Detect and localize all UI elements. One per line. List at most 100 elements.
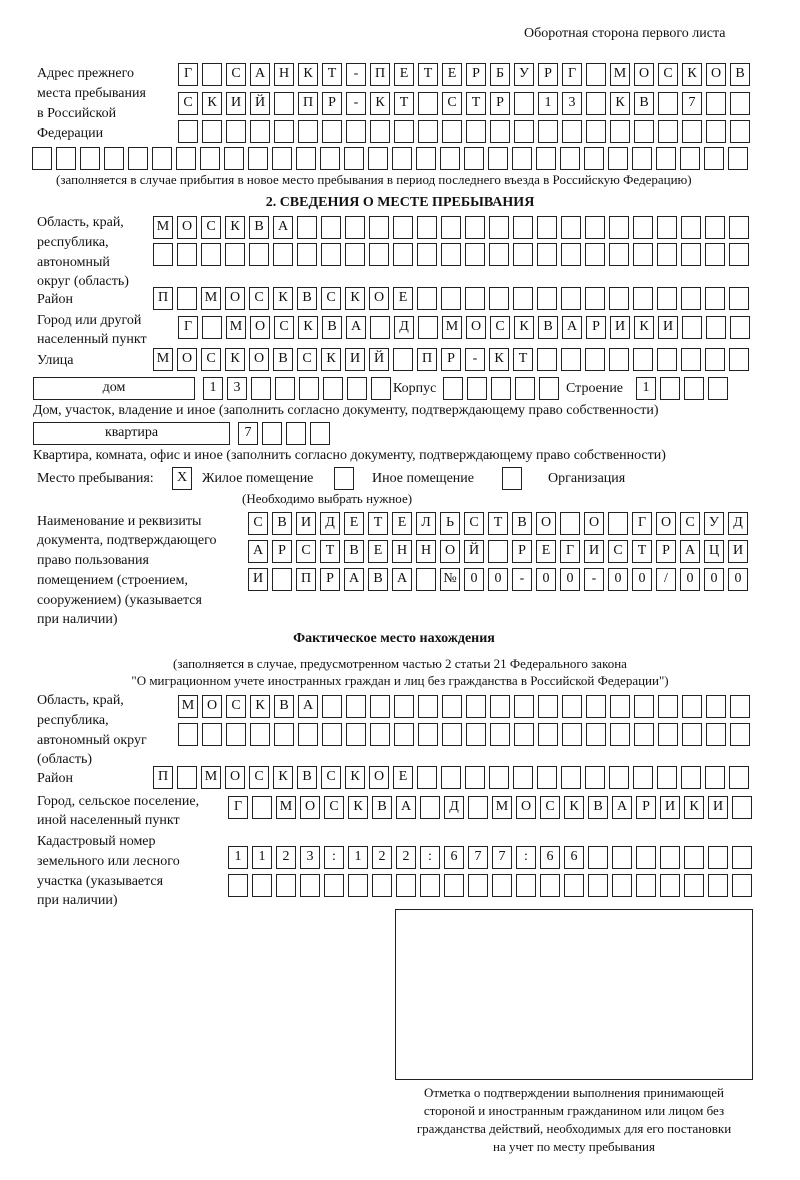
char-cell[interactable]: М <box>178 695 198 718</box>
char-cell[interactable]: И <box>296 512 316 535</box>
char-cell[interactable] <box>538 695 558 718</box>
char-cell[interactable]: Р <box>538 63 558 86</box>
char-cell[interactable] <box>537 216 557 239</box>
char-cell[interactable]: М <box>442 316 462 339</box>
char-cell[interactable] <box>177 766 197 789</box>
char-cell[interactable]: С <box>464 512 484 535</box>
char-cell[interactable] <box>441 287 461 310</box>
char-cell[interactable]: И <box>345 348 365 371</box>
char-cell[interactable] <box>369 216 389 239</box>
char-cell[interactable] <box>442 120 462 143</box>
char-cell[interactable]: О <box>225 287 245 310</box>
char-cell[interactable] <box>178 120 198 143</box>
char-cell[interactable] <box>514 723 534 746</box>
char-cell[interactable] <box>658 723 678 746</box>
char-cell[interactable]: Т <box>322 63 342 86</box>
char-cell[interactable] <box>490 723 510 746</box>
char-cell[interactable] <box>372 874 392 897</box>
char-cell[interactable]: В <box>588 796 608 819</box>
char-cell[interactable] <box>417 766 437 789</box>
char-cell[interactable] <box>608 512 628 535</box>
char-cell[interactable]: Р <box>272 540 292 563</box>
char-cell[interactable]: В <box>322 316 342 339</box>
char-cell[interactable] <box>226 723 246 746</box>
char-cell[interactable] <box>177 287 197 310</box>
char-cell[interactable] <box>513 766 533 789</box>
char-cell[interactable] <box>634 695 654 718</box>
char-cell[interactable]: Р <box>586 316 606 339</box>
char-cell[interactable]: К <box>634 316 654 339</box>
doc-row-3[interactable]: И П Р А В А № 0 0-0 0-0 0/0 0 0 <box>248 568 748 591</box>
char-cell[interactable] <box>262 422 282 445</box>
char-cell[interactable]: Е <box>392 512 412 535</box>
char-cell[interactable]: М <box>201 766 221 789</box>
char-cell[interactable]: К <box>250 695 270 718</box>
kad-row-2[interactable] <box>228 874 752 897</box>
char-cell[interactable] <box>708 874 728 897</box>
char-cell[interactable]: - <box>465 348 485 371</box>
char-cell[interactable]: П <box>153 287 173 310</box>
char-cell[interactable] <box>418 120 438 143</box>
char-cell[interactable] <box>348 874 368 897</box>
char-cell[interactable]: П <box>370 63 390 86</box>
char-cell[interactable] <box>468 874 488 897</box>
char-cell[interactable] <box>418 92 438 115</box>
char-cell[interactable] <box>322 120 342 143</box>
char-cell[interactable]: К <box>298 63 318 86</box>
char-cell[interactable] <box>634 120 654 143</box>
char-cell[interactable]: Б <box>490 63 510 86</box>
char-cell[interactable] <box>467 377 487 400</box>
fact-oblast-row-2[interactable] <box>178 723 750 746</box>
char-cell[interactable] <box>658 695 678 718</box>
char-cell[interactable]: Т <box>632 540 652 563</box>
char-cell[interactable] <box>561 766 581 789</box>
char-cell[interactable] <box>370 723 390 746</box>
char-cell[interactable] <box>588 874 608 897</box>
char-cell[interactable]: С <box>274 316 294 339</box>
char-cell[interactable] <box>440 147 460 170</box>
char-cell[interactable] <box>310 422 330 445</box>
char-cell[interactable]: В <box>344 540 364 563</box>
char-cell[interactable]: Д <box>728 512 748 535</box>
char-cell[interactable] <box>585 766 605 789</box>
char-cell[interactable] <box>513 287 533 310</box>
char-cell[interactable]: 0 <box>536 568 556 591</box>
char-cell[interactable] <box>298 120 318 143</box>
char-cell[interactable]: С <box>248 512 268 535</box>
char-cell[interactable]: 7 <box>468 846 488 869</box>
char-cell[interactable] <box>416 568 436 591</box>
char-cell[interactable]: К <box>298 316 318 339</box>
char-cell[interactable] <box>681 243 701 266</box>
char-cell[interactable] <box>609 216 629 239</box>
char-cell[interactable] <box>705 216 725 239</box>
char-cell[interactable]: В <box>730 63 750 86</box>
char-cell[interactable]: 6 <box>540 846 560 869</box>
char-cell[interactable]: 0 <box>608 568 628 591</box>
char-cell[interactable]: - <box>346 92 366 115</box>
char-cell[interactable] <box>586 120 606 143</box>
char-cell[interactable]: Е <box>393 766 413 789</box>
char-cell[interactable]: К <box>684 796 704 819</box>
char-cell[interactable] <box>489 216 509 239</box>
char-cell[interactable] <box>417 243 437 266</box>
char-cell[interactable] <box>489 287 509 310</box>
char-cell[interactable]: С <box>442 92 462 115</box>
char-cell[interactable] <box>633 287 653 310</box>
char-cell[interactable]: Р <box>490 92 510 115</box>
char-cell[interactable] <box>730 316 750 339</box>
char-cell[interactable] <box>658 120 678 143</box>
char-cell[interactable] <box>468 796 488 819</box>
char-cell[interactable] <box>346 695 366 718</box>
char-cell[interactable] <box>729 243 749 266</box>
char-cell[interactable]: 2 <box>372 846 392 869</box>
char-cell[interactable] <box>681 216 701 239</box>
char-cell[interactable]: М <box>153 348 173 371</box>
char-cell[interactable] <box>322 695 342 718</box>
char-cell[interactable]: С <box>201 216 221 239</box>
char-cell[interactable]: К <box>273 287 293 310</box>
stroenie-row[interactable]: 1 <box>636 377 728 400</box>
char-cell[interactable]: О <box>225 766 245 789</box>
char-cell[interactable]: Т <box>394 92 414 115</box>
